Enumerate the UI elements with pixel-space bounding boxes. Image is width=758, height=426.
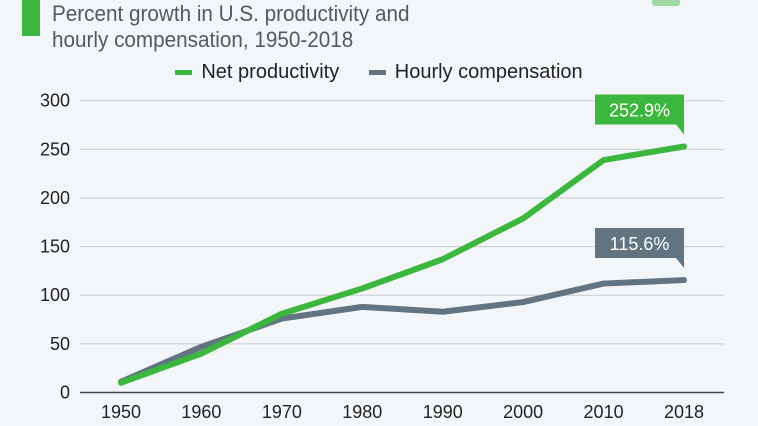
x-tick-label: 2010	[584, 402, 624, 422]
series-line-hourly-compensation	[118, 277, 687, 385]
x-tick-label: 1950	[101, 402, 141, 422]
end-label-callout	[595, 94, 684, 135]
end-label: 252.9%	[609, 101, 670, 121]
legend-item-hourly-compensation: Hourly compensation	[368, 61, 583, 84]
y-tick-label: 100	[40, 285, 70, 305]
end-label-callout	[595, 228, 684, 269]
legend-swatch	[175, 70, 193, 75]
y-tick-label: 300	[40, 91, 70, 111]
legend: Net productivity Hourly compensation	[0, 58, 758, 84]
x-tick-label: 1990	[423, 402, 463, 422]
logo-icon	[652, 0, 680, 6]
x-tick-label: 1970	[262, 402, 302, 422]
y-tick-label: 150	[40, 237, 70, 257]
y-tick-label: 250	[40, 139, 70, 159]
legend-label: Net productivity	[201, 61, 340, 83]
series-line-net-productivity	[118, 143, 687, 386]
title-accent-bar	[22, 0, 40, 36]
chart-title: Percent growth in U.S. productivity and …	[52, 1, 409, 53]
x-tick-label: 1960	[181, 402, 221, 422]
y-tick-label: 200	[40, 188, 70, 208]
title-line-1: Percent growth in U.S. productivity and	[52, 1, 410, 26]
y-tick-label: 0	[60, 383, 70, 403]
end-label: 115.6%	[610, 234, 670, 254]
x-tick-label: 2000	[503, 402, 543, 422]
legend-swatch	[368, 70, 386, 75]
legend-item-net-productivity: Net productivity	[175, 61, 339, 84]
x-tick-label: 2018	[664, 402, 704, 422]
x-tick-label: 1980	[342, 402, 382, 422]
title-line-2: hourly compensation, 1950-2018	[52, 27, 354, 52]
legend-label: Hourly compensation	[394, 61, 583, 83]
y-tick-label: 50	[50, 334, 70, 354]
